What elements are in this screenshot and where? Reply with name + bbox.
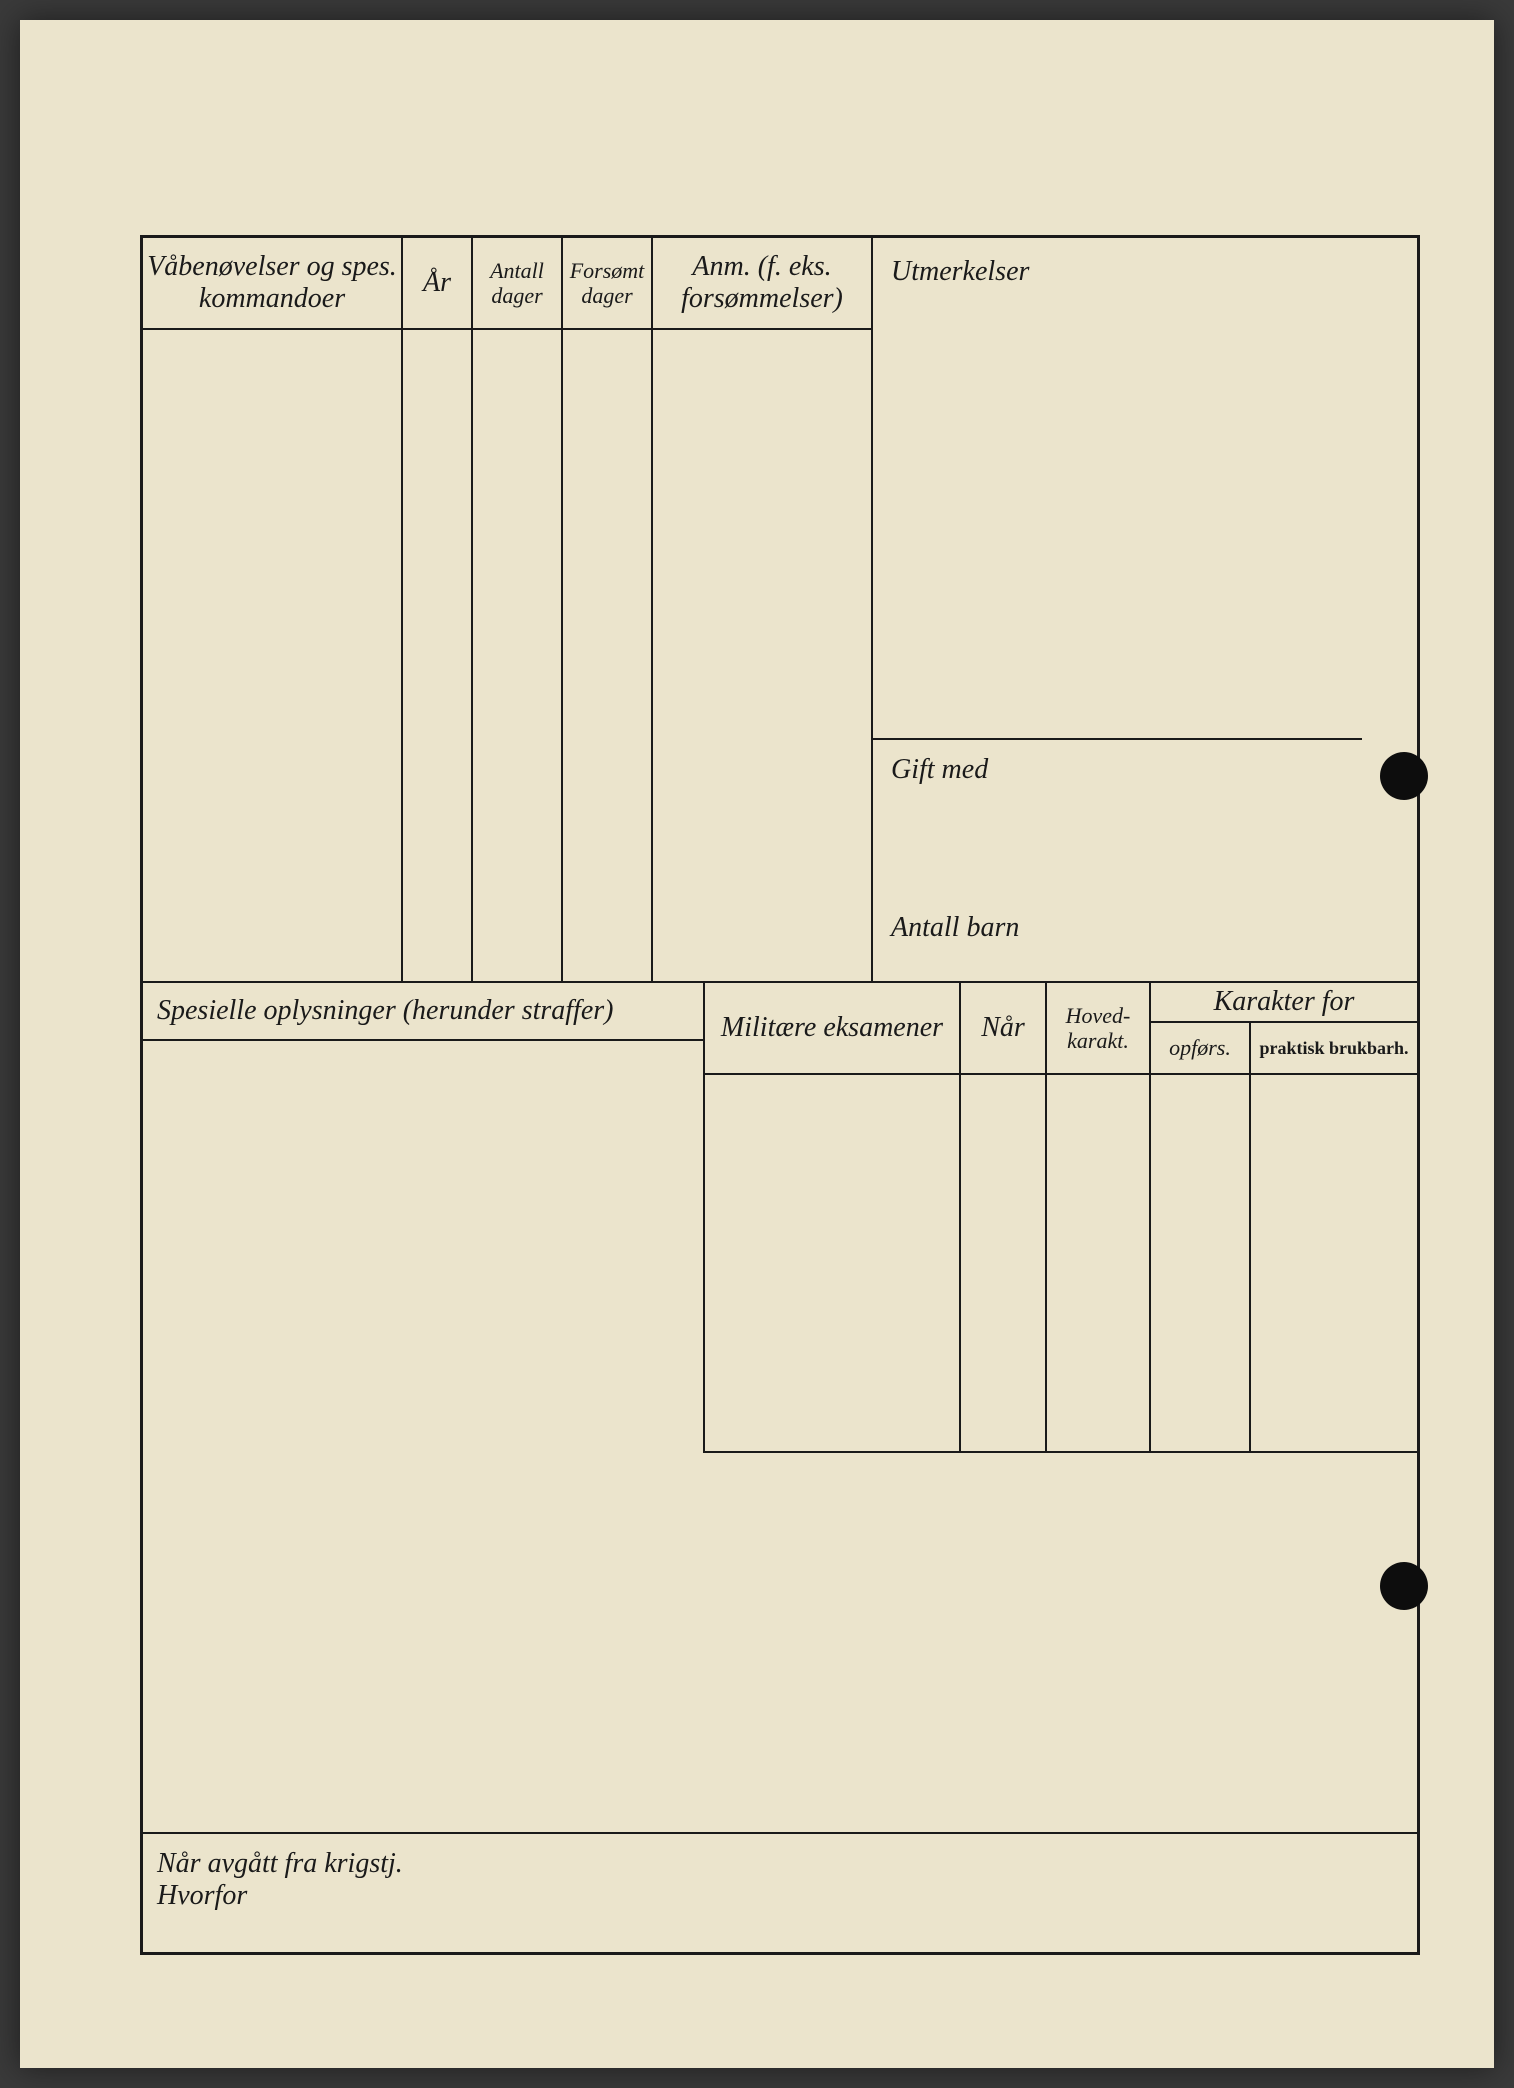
mil-h3: Hoved­karakt. [1051,1003,1145,1054]
punch-hole-icon [1380,1562,1428,1610]
bottom-line1: Når avgått fra krigstj. [157,1848,1407,1880]
mil-kar-group: Karakter for opførs. praktisk bruk­barh. [1151,983,1417,1073]
mil-h4: opførs. [1169,1035,1231,1060]
punch-hole-icon [1380,752,1428,800]
mil-kar-label: Karakter for [1214,986,1355,1018]
mil-h2: Når [981,1012,1025,1044]
spesielle-box: Spesielle oplysninger (herunder straffer… [143,983,703,1838]
vaben-table: Våbenøvelser og spes. kommandoer År Anta… [143,238,873,983]
bottom-box: Når avgått fra krigstj. Hvorfor [143,1832,1417,1952]
utmerkelser-box: Utmerkelser [873,238,1417,738]
gift-med-box: Gift med [873,738,1362,888]
antall-barn-label: Antall barn [891,912,1019,943]
vaben-header-row: Våbenøvelser og spes. kommandoer År Anta… [143,238,871,330]
bottom-line2: Hvorfor [157,1880,1407,1912]
vaben-h2: År [423,267,451,299]
mil-header-row: Militære eksamener Når Hoved­karakt. Kar… [705,983,1417,1075]
vaben-h3: Antall dager [477,258,557,309]
vaben-body [143,330,871,981]
mil-body [705,1075,1417,1451]
vaben-h1: Våbenøvelser og spes. kommandoer [147,251,397,315]
spesielle-label: Spesielle oplysninger (herunder straffer… [157,995,613,1027]
mil-h1: Militære eksamener [721,1012,943,1044]
right-column-top: Utmerkelser Gift med Antall barn [873,238,1417,983]
scanned-page: Våbenøvelser og spes. kommandoer År Anta… [20,20,1494,2068]
vaben-h4: For­sømt dager [567,258,647,309]
utmerkelser-label: Utmerkelser [891,256,1029,287]
mil-h5: praktisk bruk­barh. [1259,1038,1408,1059]
vaben-h5: Anm. (f. eks. forsømmelser) [657,251,867,315]
antall-barn-box: Antall barn [873,888,1417,944]
mil-table: Militære eksamener Når Hoved­karakt. Kar… [703,983,1417,1453]
form-frame: Våbenøvelser og spes. kommandoer År Anta… [140,235,1420,1955]
gift-med-label: Gift med [891,754,988,785]
